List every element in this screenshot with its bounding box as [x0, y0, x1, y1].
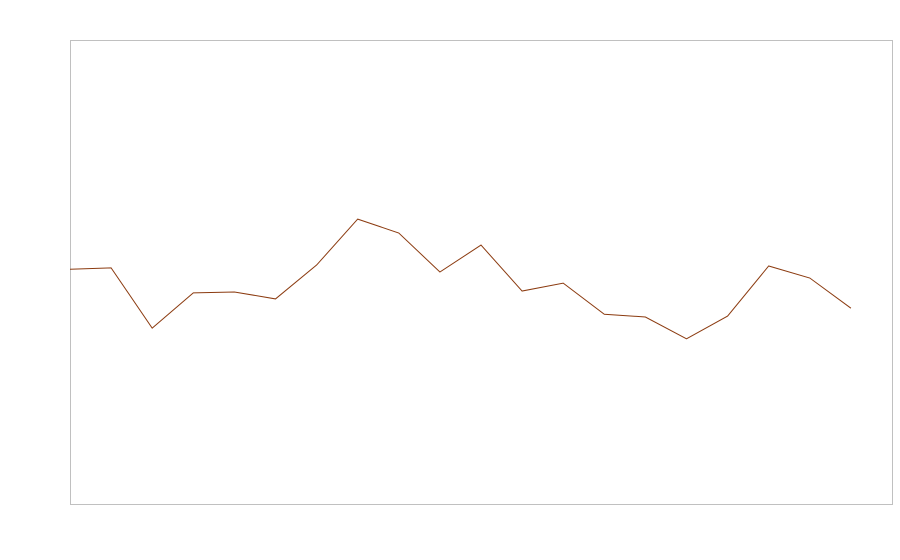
- plot-frame: [70, 40, 893, 505]
- series-layer: [69, 218, 852, 340]
- series-line-0: [69, 218, 852, 340]
